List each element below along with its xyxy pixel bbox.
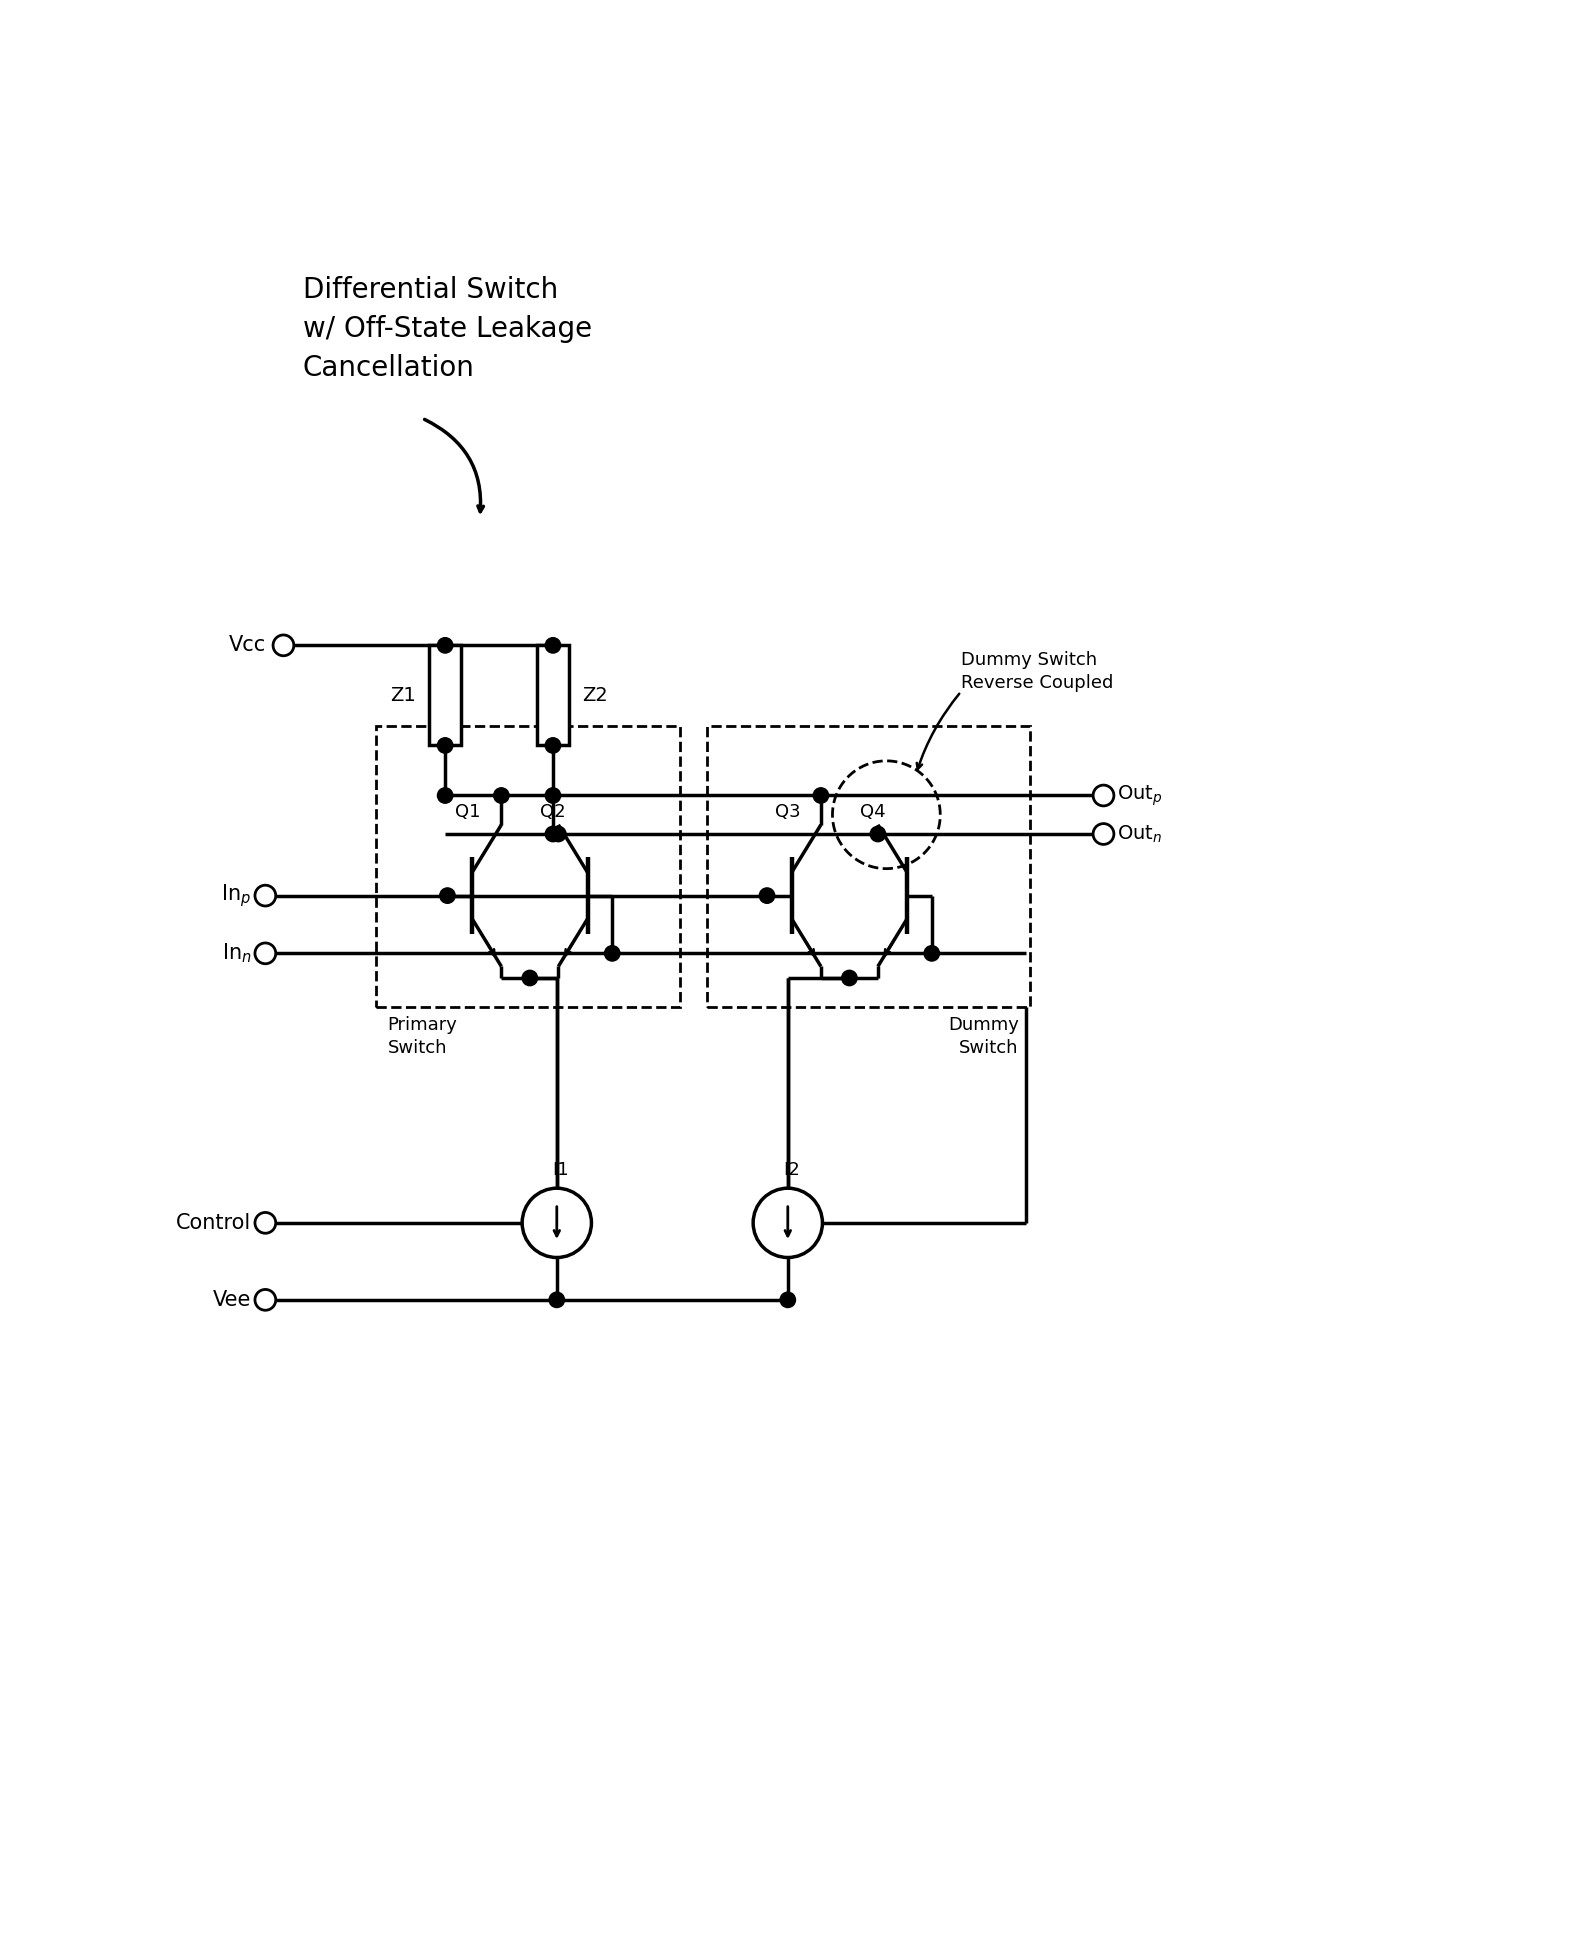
Bar (377, 725, 680, 1008)
Text: Q1: Q1 (456, 803, 481, 821)
Circle shape (753, 1188, 823, 1258)
Text: Dummy Switch
Reverse Coupled: Dummy Switch Reverse Coupled (961, 652, 1114, 692)
Bar (707, 725, 1030, 1008)
Text: In$_p$: In$_p$ (221, 883, 251, 908)
Circle shape (254, 885, 276, 906)
Circle shape (604, 945, 620, 961)
Text: Q4: Q4 (860, 803, 885, 821)
Circle shape (925, 945, 939, 961)
Text: Vcc: Vcc (229, 636, 267, 655)
Circle shape (254, 1290, 276, 1311)
Circle shape (760, 889, 775, 902)
Text: Z1: Z1 (391, 687, 416, 704)
Circle shape (523, 971, 537, 986)
Circle shape (254, 1212, 276, 1233)
Circle shape (871, 827, 885, 842)
Circle shape (437, 737, 453, 753)
Bar (429, 646, 461, 745)
Circle shape (551, 827, 566, 842)
Text: Z2: Z2 (582, 687, 609, 704)
Circle shape (1093, 786, 1114, 805)
Text: Out$_p$: Out$_p$ (1117, 784, 1162, 807)
Bar (537, 646, 569, 745)
Circle shape (440, 889, 454, 902)
Text: Vee: Vee (213, 1290, 251, 1309)
Circle shape (550, 1291, 564, 1307)
Circle shape (273, 634, 294, 655)
Circle shape (437, 638, 453, 654)
Circle shape (545, 737, 561, 753)
Text: Dummy
Switch: Dummy Switch (949, 1017, 1019, 1056)
Circle shape (1093, 823, 1114, 844)
Circle shape (437, 788, 453, 803)
Circle shape (545, 638, 561, 654)
Circle shape (494, 788, 508, 803)
Text: Control: Control (176, 1214, 251, 1233)
Text: Primary
Switch: Primary Switch (388, 1017, 458, 1056)
Circle shape (780, 1291, 796, 1307)
Circle shape (523, 1188, 591, 1258)
Text: In$_n$: In$_n$ (221, 941, 251, 965)
Circle shape (254, 943, 276, 963)
Text: Q3: Q3 (775, 803, 801, 821)
Circle shape (814, 788, 828, 803)
Text: Differential Switch
w/ Off-State Leakage
Cancellation: Differential Switch w/ Off-State Leakage… (302, 276, 591, 381)
Circle shape (842, 971, 856, 986)
Circle shape (545, 788, 561, 803)
Circle shape (545, 827, 561, 842)
Text: Out$_n$: Out$_n$ (1117, 823, 1162, 844)
Text: Q2: Q2 (540, 803, 566, 821)
Text: I2: I2 (783, 1161, 799, 1179)
Text: I1: I1 (553, 1161, 569, 1179)
